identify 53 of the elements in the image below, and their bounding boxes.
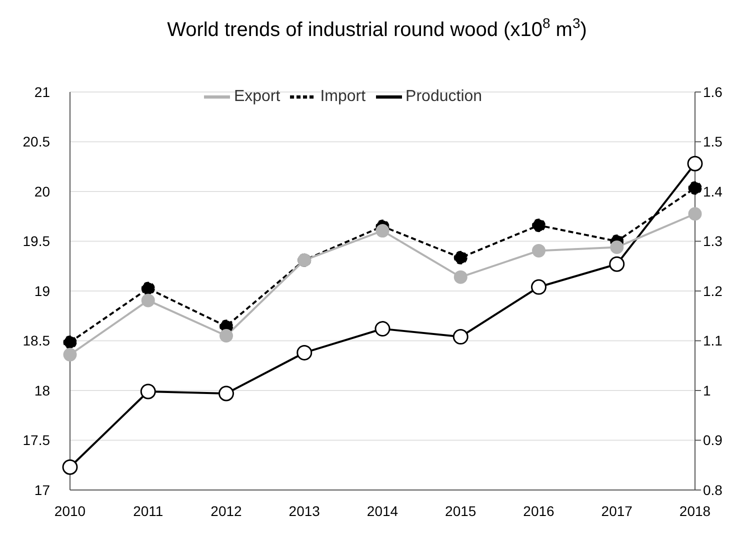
point (63, 335, 77, 349)
legend-label: Production (406, 88, 482, 106)
point (218, 386, 234, 402)
y2-tick-label: 0.8 (703, 482, 723, 498)
point (531, 279, 546, 295)
point (296, 344, 312, 360)
x-tick-label: 2010 (54, 502, 86, 519)
y2-tick-label: 1.2 (703, 282, 723, 299)
point (687, 156, 703, 172)
point (454, 250, 468, 264)
point (140, 384, 156, 400)
x-tick-label: 2015 (445, 502, 476, 519)
y2-tick-label: 1.6 (703, 84, 723, 100)
point (374, 321, 390, 337)
point (141, 294, 155, 308)
y-tick-label: 20.5 (22, 134, 50, 150)
y-tick-label: 18.5 (22, 332, 50, 349)
y2-tick-label: 1.5 (703, 134, 723, 150)
x-tick-label: 2013 (288, 502, 320, 519)
point (454, 270, 468, 284)
point (688, 181, 702, 195)
point (532, 218, 546, 232)
x-tick-label: 2012 (210, 502, 242, 519)
legend-label: Import (320, 88, 366, 106)
y-tick-label: 19.5 (22, 233, 50, 250)
x-tick-label: 2014 (366, 502, 398, 519)
point (141, 282, 155, 296)
y2-tick-label: 1.3 (703, 233, 723, 250)
x-tick-label: 2018 (679, 502, 711, 519)
y2-tick-label: 1.4 (703, 183, 723, 200)
y2-tick-label: 0.9 (703, 432, 723, 448)
point (452, 329, 468, 345)
y-tick-label: 17.5 (22, 432, 50, 448)
y-tick-label: 17 (34, 482, 50, 498)
point (376, 224, 390, 238)
y2-tick-label: 1.1 (703, 332, 723, 349)
y-tick-label: 20 (34, 183, 50, 200)
y-tick-label: 18 (34, 382, 50, 398)
x-tick-label: 2017 (601, 502, 633, 519)
x-tick-label: 2011 (133, 502, 164, 519)
x-tick-label: 2016 (523, 502, 555, 519)
y2-tick-label: 1 (703, 382, 711, 398)
point (688, 207, 702, 221)
y-tick-label: 19 (34, 282, 50, 299)
legend-label: Export (234, 88, 280, 106)
point (63, 348, 77, 362)
point (532, 244, 546, 258)
point (220, 329, 233, 343)
point (62, 459, 78, 475)
point (609, 256, 625, 272)
y-tick-label: 21 (34, 84, 50, 100)
point (610, 240, 624, 254)
chart-title: World trends of industrial round wood (x10$^{8}$ m$^{3}$) (167, 15, 587, 41)
